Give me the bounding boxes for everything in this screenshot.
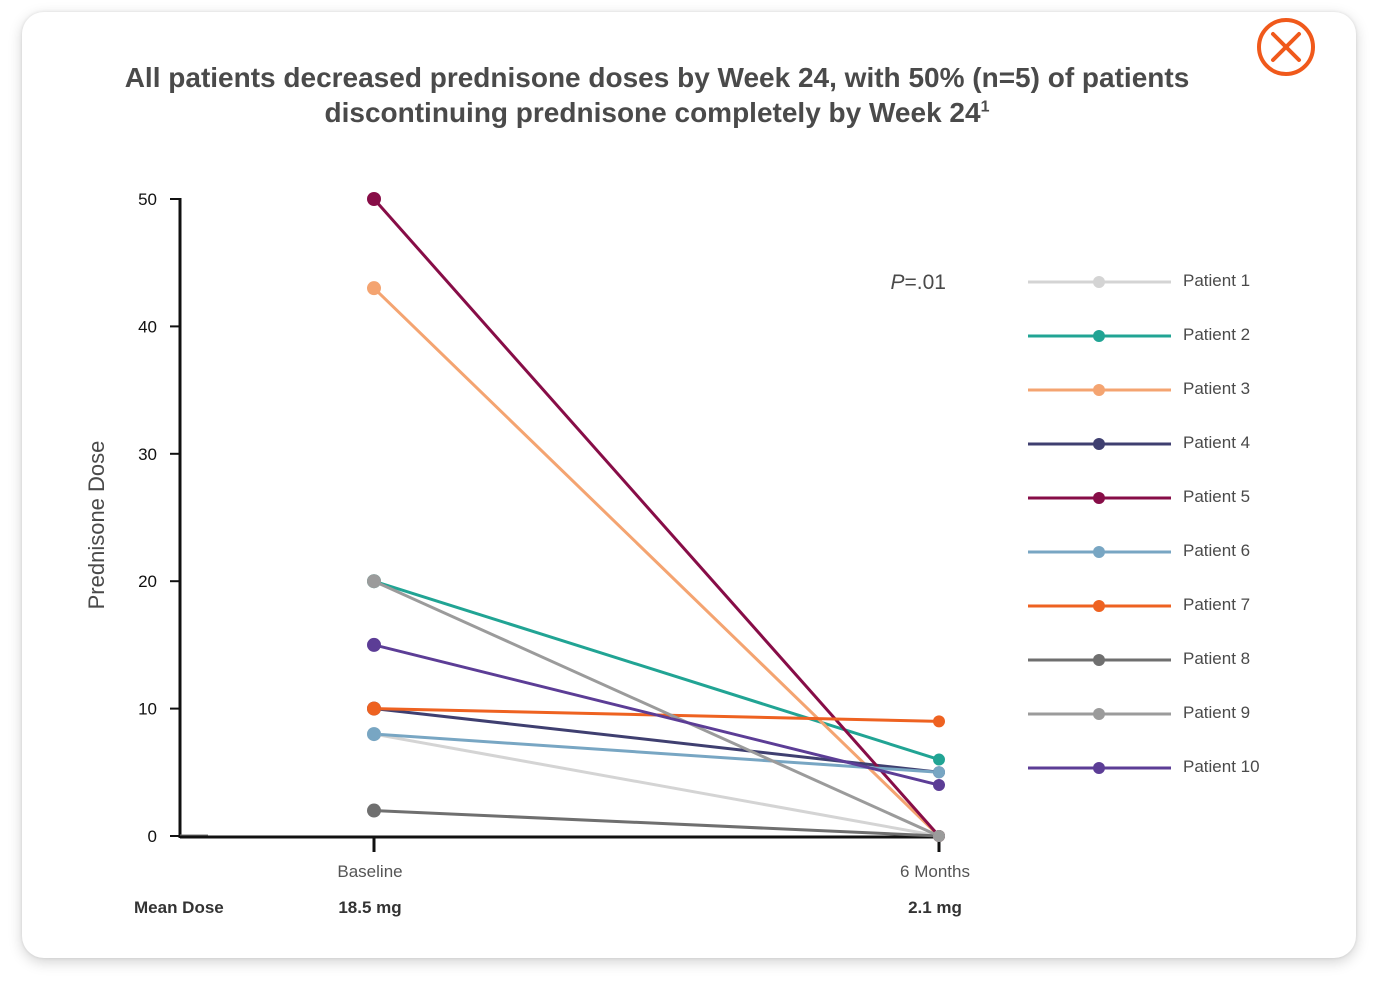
legend-label: Patient 4 — [1183, 433, 1250, 452]
data-point — [367, 192, 381, 206]
close-circle-icon[interactable] — [1255, 16, 1317, 78]
legend-item: Patient 10 — [1028, 757, 1260, 776]
legend-swatch-marker — [1093, 492, 1105, 504]
legend-item: Patient 9 — [1028, 703, 1250, 722]
data-point — [367, 574, 381, 589]
legend-label: Patient 10 — [1183, 757, 1260, 776]
legend-swatch-marker — [1093, 546, 1105, 558]
mean-dose-value: 2.1 mg — [908, 898, 962, 917]
data-point — [367, 281, 381, 296]
data-point — [933, 766, 945, 779]
data-point — [367, 637, 381, 652]
series-line — [373, 732, 940, 838]
legend-swatch-marker — [1093, 600, 1105, 612]
data-point — [933, 779, 945, 792]
y-tick-label: 40 — [138, 317, 157, 336]
p-value-annotation: P=.01 — [891, 271, 946, 294]
x-tick-label: 6 Months — [900, 862, 970, 881]
legend-item: Patient 5 — [1028, 487, 1250, 506]
legend-label: Patient 2 — [1183, 325, 1250, 344]
data-point — [933, 753, 945, 766]
legend-label: Patient 7 — [1183, 595, 1250, 614]
legend-label: Patient 9 — [1183, 703, 1250, 722]
legend-swatch-marker — [1093, 384, 1105, 396]
legend-swatch-marker — [1093, 762, 1105, 774]
legend-item: Patient 1 — [1028, 271, 1250, 290]
data-point — [367, 803, 381, 818]
x-ticks: Baseline 6 Months — [337, 837, 970, 881]
chart-modal — [22, 12, 1356, 958]
title-footnote: 1 — [980, 98, 990, 116]
legend-swatch-marker — [1093, 708, 1105, 720]
y-tick-label: 20 — [138, 572, 157, 591]
legend-item: Patient 6 — [1028, 541, 1250, 560]
series-line — [373, 732, 940, 774]
legend-label: Patient 6 — [1183, 541, 1250, 560]
legend-item: Patient 2 — [1028, 325, 1250, 344]
y-tick-label: 30 — [138, 445, 157, 464]
p-value-text: =.01 — [905, 271, 946, 294]
legend-swatch-marker — [1093, 276, 1105, 288]
legend-swatch-marker — [1093, 654, 1105, 666]
p-value-italic: P — [891, 271, 905, 294]
mean-dose-value: 18.5 mg — [338, 898, 401, 917]
y-tick-label: 10 — [138, 700, 157, 719]
legend-item: Patient 3 — [1028, 379, 1250, 398]
series-line — [373, 579, 940, 838]
data-point — [933, 715, 945, 728]
legend-label: Patient 5 — [1183, 487, 1250, 506]
y-tick-label: 50 — [138, 190, 157, 209]
legend: Patient 1 Patient 2 Patient 3 Patient 4 Pati… — [1028, 271, 1260, 776]
y-tick-label: 0 — [148, 827, 157, 846]
series-line — [373, 809, 940, 838]
y-ticks: 0 10 20 30 40 50 — [138, 190, 180, 846]
data-point — [933, 830, 945, 842]
close-button[interactable] — [1255, 16, 1317, 78]
chart-title: All patients decreased prednisone doses … — [60, 60, 1254, 130]
legend-label: Patient 3 — [1183, 379, 1250, 398]
series-line — [373, 643, 940, 787]
legend-swatch-marker — [1093, 438, 1105, 450]
series-line — [372, 198, 941, 837]
series-lines — [372, 198, 941, 838]
legend-label: Patient 8 — [1183, 649, 1250, 668]
legend-swatch-marker — [1093, 330, 1105, 342]
series-points — [367, 192, 945, 842]
data-point — [367, 727, 381, 742]
series-line — [372, 287, 941, 838]
x-tick-label: Baseline — [337, 862, 402, 881]
data-point — [367, 701, 381, 716]
legend-label: Patient 1 — [1183, 271, 1250, 290]
chart-title-text: All patients decreased prednisone doses … — [124, 62, 1190, 128]
mean-dose-label: Mean Dose — [134, 898, 224, 917]
legend-item: Patient 4 — [1028, 433, 1250, 452]
legend-item: Patient 8 — [1028, 649, 1250, 668]
mean-dose-values: 18.5 mg 2.1 mg — [338, 898, 962, 917]
y-axis-title: Prednisone Dose — [84, 441, 109, 610]
legend-item: Patient 7 — [1028, 595, 1250, 614]
chart-axes — [178, 198, 942, 839]
series-line — [373, 579, 940, 761]
